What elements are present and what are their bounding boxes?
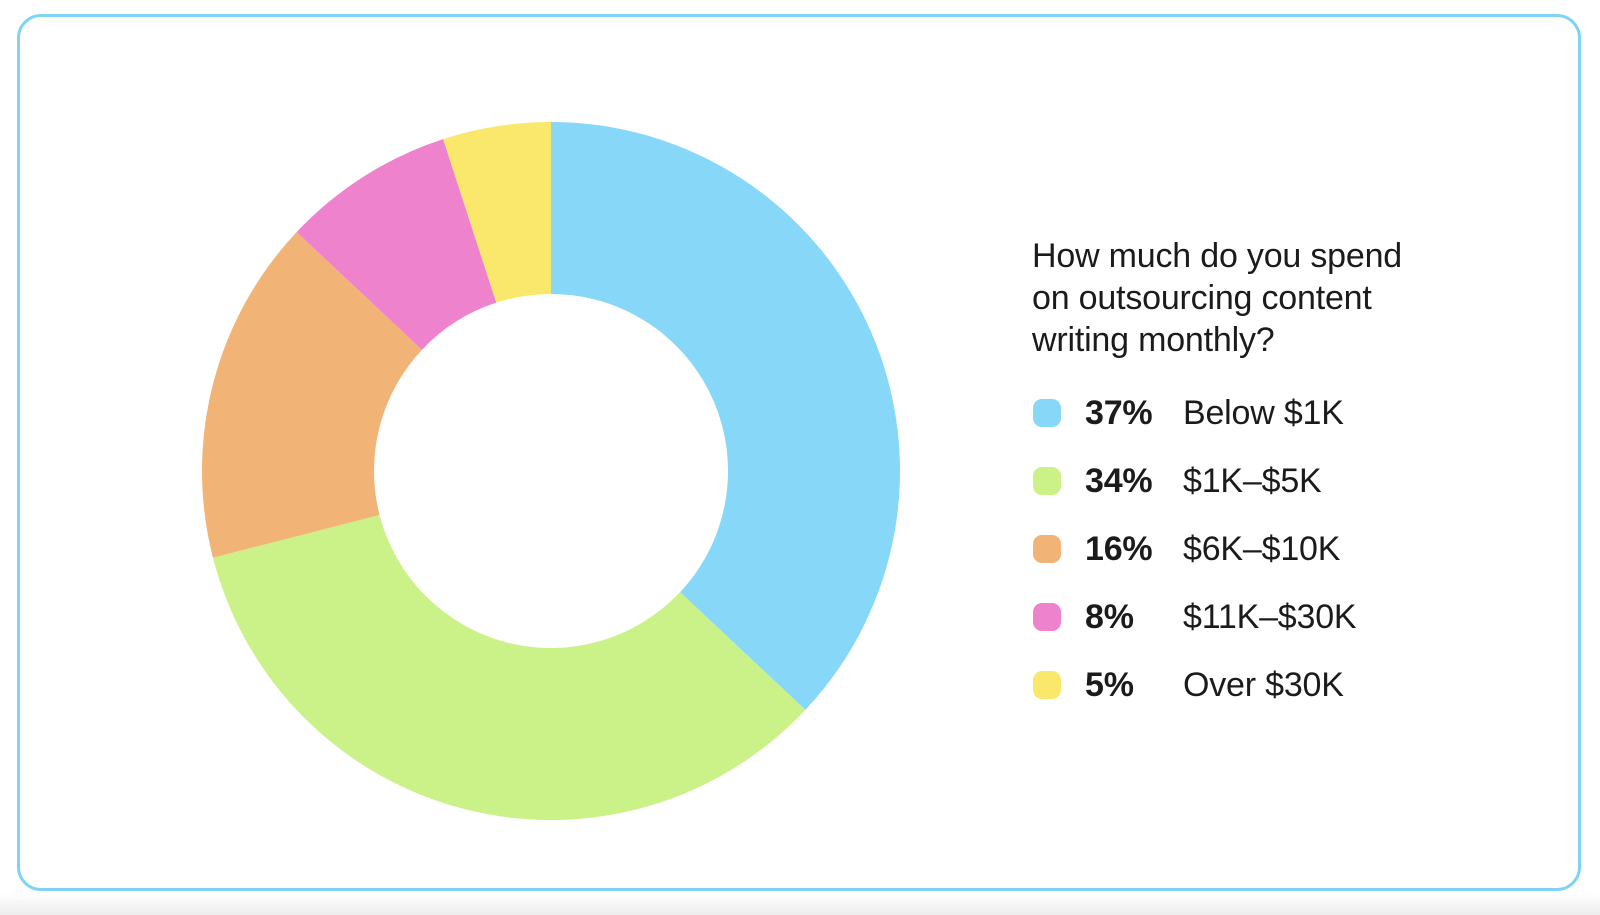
- legend-swatch: [1033, 467, 1061, 495]
- legend-label: $1K–$5K: [1183, 462, 1322, 500]
- legend-swatch: [1033, 535, 1061, 563]
- legend-item: 16% $6K–$10K: [1033, 532, 1356, 566]
- legend-swatch: [1033, 603, 1061, 631]
- legend-percent: 34%: [1085, 462, 1153, 500]
- donut-segment-4: [296, 139, 497, 350]
- legend-percent: 5%: [1085, 666, 1134, 704]
- legend-percent: 8%: [1085, 598, 1134, 636]
- legend-swatch: [1033, 399, 1061, 427]
- legend-swatch: [1033, 671, 1061, 699]
- chart-title-line-1: How much do you spend: [1032, 237, 1403, 275]
- donut-chart: [202, 122, 900, 820]
- legend-label: $6K–$10K: [1183, 530, 1341, 568]
- chart-title-line-3: writing monthly?: [1032, 321, 1275, 359]
- legend-label: Below $1K: [1183, 394, 1344, 432]
- legend-percent: 37%: [1085, 394, 1153, 432]
- chart-card: How much do you spend on outsourcing con…: [17, 14, 1581, 891]
- donut-segment-5: [443, 122, 551, 303]
- legend-percent: 16%: [1085, 530, 1153, 568]
- chart-title: How much do you spend on outsourcing con…: [1032, 235, 1402, 361]
- donut-segment-3: [202, 232, 422, 558]
- legend-item: 8% $11K–$30K: [1033, 598, 1357, 636]
- legend-item: 5% Over $30K: [1033, 668, 1356, 702]
- donut-segment-1: [551, 122, 900, 710]
- legend-item: 34% $1K–$5K: [1033, 464, 1356, 498]
- donut-segment-2: [212, 515, 806, 820]
- legend-item: 37% Below $1K: [1033, 396, 1356, 430]
- legend-label: $11K–$30K: [1183, 598, 1357, 636]
- chart-title-line-2: on outsourcing content: [1032, 279, 1372, 317]
- legend-label: Over $30K: [1183, 666, 1344, 704]
- page-bottom-shade: [0, 893, 1600, 915]
- chart-legend: 37% Below $1K 34% $1K–$5K 16% $6K–$10K 8…: [1033, 396, 1357, 736]
